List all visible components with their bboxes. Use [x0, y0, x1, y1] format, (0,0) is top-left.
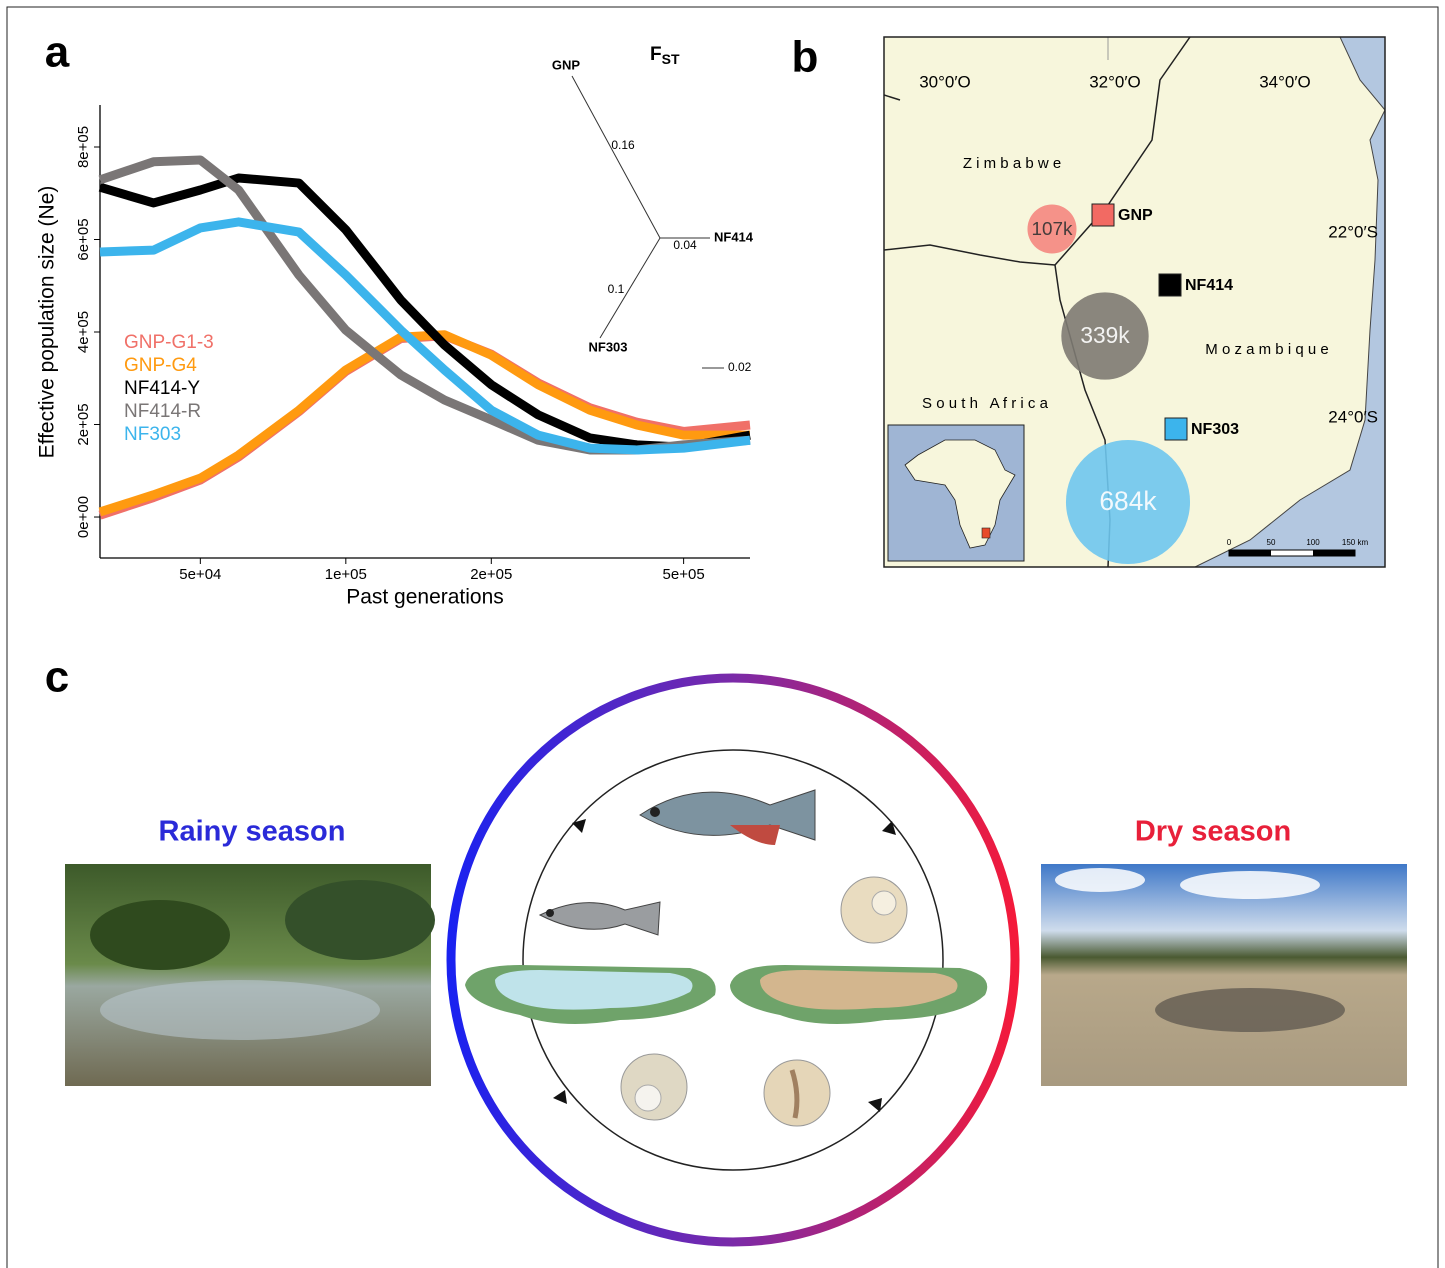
rainy-photo-water — [100, 980, 380, 1040]
egg-oil — [872, 891, 896, 915]
arrow — [868, 1098, 882, 1112]
season-diagram: Rainy season Dry season — [65, 678, 1407, 1242]
y-tick-label: 0e+00 — [75, 496, 92, 538]
site-marker — [1159, 274, 1181, 296]
arrow — [553, 1090, 567, 1104]
panel-label: b — [792, 33, 819, 82]
figure: a b c Past generations Effective populat… — [0, 0, 1445, 1268]
country-label: S o u t h A f r i c a — [922, 395, 1049, 412]
arrow — [882, 821, 896, 835]
panel-label: a — [45, 28, 70, 77]
x-tick-label: 5e+04 — [179, 566, 221, 583]
panel-label: c — [45, 653, 69, 702]
ne-chart: Past generations Effective population si… — [36, 105, 750, 609]
site-label: GNP — [1118, 207, 1153, 224]
fst-symbol: F — [650, 44, 662, 65]
site-marker — [1092, 204, 1114, 226]
branch-label: 0.16 — [611, 138, 635, 152]
leaf-label: NF414 — [714, 229, 754, 244]
branch — [572, 76, 660, 238]
fst-tree: FST GNP NF414 NF303 0.16 0.04 0.1 0.02 — [552, 44, 754, 374]
leaf-label: NF303 — [588, 339, 627, 354]
scale-label: 50 — [1267, 538, 1276, 547]
scale-label: 0 — [1227, 538, 1232, 547]
site-label: NF303 — [1191, 421, 1239, 438]
season-title: Rainy season — [159, 816, 346, 848]
y-tick-label: 6e+05 — [75, 218, 92, 260]
y-axis-label: Effective population size (Ne) — [36, 186, 59, 459]
scale-bar — [1313, 550, 1355, 556]
y-tick-label: 8e+05 — [75, 126, 92, 168]
scale-label: 100 — [1306, 538, 1320, 547]
bubble-label: 339k — [1080, 322, 1130, 348]
dry-photo-cloud — [1055, 868, 1145, 892]
country-label: M o z a m b i q u e — [1205, 341, 1328, 358]
rainy-photo-tree — [285, 880, 435, 960]
site-marker — [1165, 418, 1187, 440]
adult-fish — [640, 790, 815, 845]
x-axis-label: Past generations — [346, 586, 504, 609]
legend-entry: NF414-Y — [124, 378, 200, 399]
legend-entry: NF414-R — [124, 401, 201, 422]
legend-entry: GNP-G4 — [124, 355, 197, 376]
dry-photo-mud — [1155, 988, 1345, 1032]
map: 0 50 100 150 km 30°0′O 32°0′O 34°0′O 22°… — [884, 37, 1385, 567]
scale-label: 150 km — [1342, 538, 1369, 547]
arrow — [572, 819, 586, 833]
egg-oil — [635, 1085, 661, 1111]
scale-label: 0.02 — [728, 360, 752, 374]
dry-photo-cloud — [1180, 871, 1320, 899]
fst-title: FST — [650, 44, 680, 67]
country-label: Z i m b a b w e — [963, 155, 1061, 172]
inset-marker — [982, 528, 990, 538]
leaf-label: GNP — [552, 57, 581, 72]
x-tick-label: 2e+05 — [470, 566, 512, 583]
scale-bar — [1229, 550, 1271, 556]
legend-entry: NF303 — [124, 424, 181, 445]
lon-label: 30°0′O — [919, 72, 971, 91]
x-tick-label: 1e+05 — [325, 566, 367, 583]
site-label: NF414 — [1185, 277, 1233, 294]
fst-subscript: ST — [662, 51, 680, 67]
legend-entry: GNP-G1-3 — [124, 332, 214, 353]
branch-label: 0.1 — [608, 282, 625, 296]
y-tick-label: 4e+05 — [75, 311, 92, 353]
lat-label: 22°0′S — [1328, 222, 1378, 241]
season-title: Dry season — [1135, 816, 1291, 848]
juvenile-fish — [540, 902, 660, 935]
x-tick-label: 5e+05 — [663, 566, 705, 583]
y-tick-label: 2e+05 — [75, 403, 92, 445]
lon-label: 32°0′O — [1089, 72, 1141, 91]
season-ring — [451, 678, 1015, 1242]
branch-label: 0.04 — [673, 238, 697, 252]
bubble-label: 684k — [1099, 486, 1157, 516]
lat-label: 24°0′S — [1328, 407, 1378, 426]
lon-label: 34°0′O — [1259, 72, 1311, 91]
bubble-label: 107k — [1032, 219, 1074, 240]
rainy-photo-tree — [90, 900, 230, 970]
